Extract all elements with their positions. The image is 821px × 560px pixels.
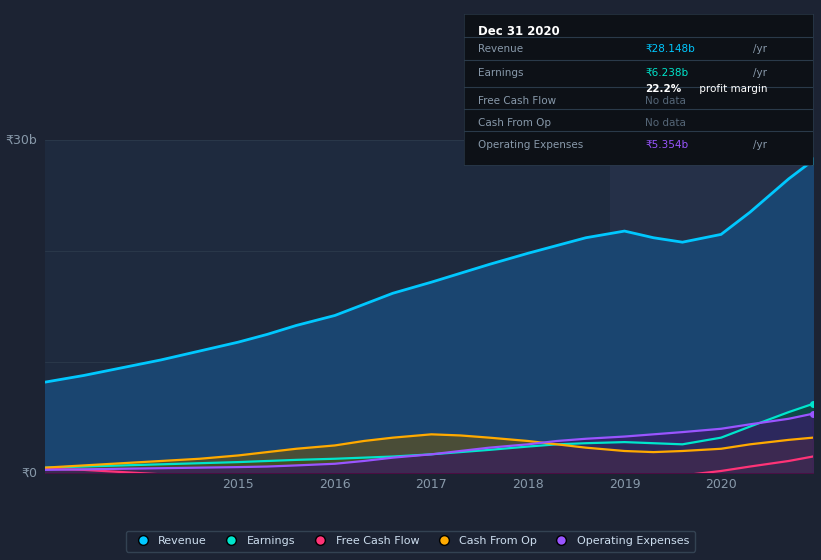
Bar <box>610 140 813 473</box>
Text: No data: No data <box>645 96 686 106</box>
Text: Operating Expenses: Operating Expenses <box>478 140 583 150</box>
Text: 22.2%: 22.2% <box>645 85 681 94</box>
Text: Earnings: Earnings <box>478 68 523 78</box>
Text: Free Cash Flow: Free Cash Flow <box>478 96 556 106</box>
Text: ₹30b: ₹30b <box>6 133 38 147</box>
Text: /yr: /yr <box>754 44 768 54</box>
Text: /yr: /yr <box>754 68 768 78</box>
Text: Cash From Op: Cash From Op <box>478 118 551 128</box>
Legend: Revenue, Earnings, Free Cash Flow, Cash From Op, Operating Expenses: Revenue, Earnings, Free Cash Flow, Cash … <box>126 530 695 552</box>
Text: ₹6.238b: ₹6.238b <box>645 68 689 78</box>
Text: Revenue: Revenue <box>478 44 523 54</box>
Text: No data: No data <box>645 118 686 128</box>
Text: ₹5.354b: ₹5.354b <box>645 140 689 150</box>
Text: ₹0: ₹0 <box>21 466 38 480</box>
Text: ₹28.148b: ₹28.148b <box>645 44 695 54</box>
Text: /yr: /yr <box>754 140 768 150</box>
Text: profit margin: profit margin <box>696 85 768 94</box>
Text: Dec 31 2020: Dec 31 2020 <box>478 25 560 38</box>
